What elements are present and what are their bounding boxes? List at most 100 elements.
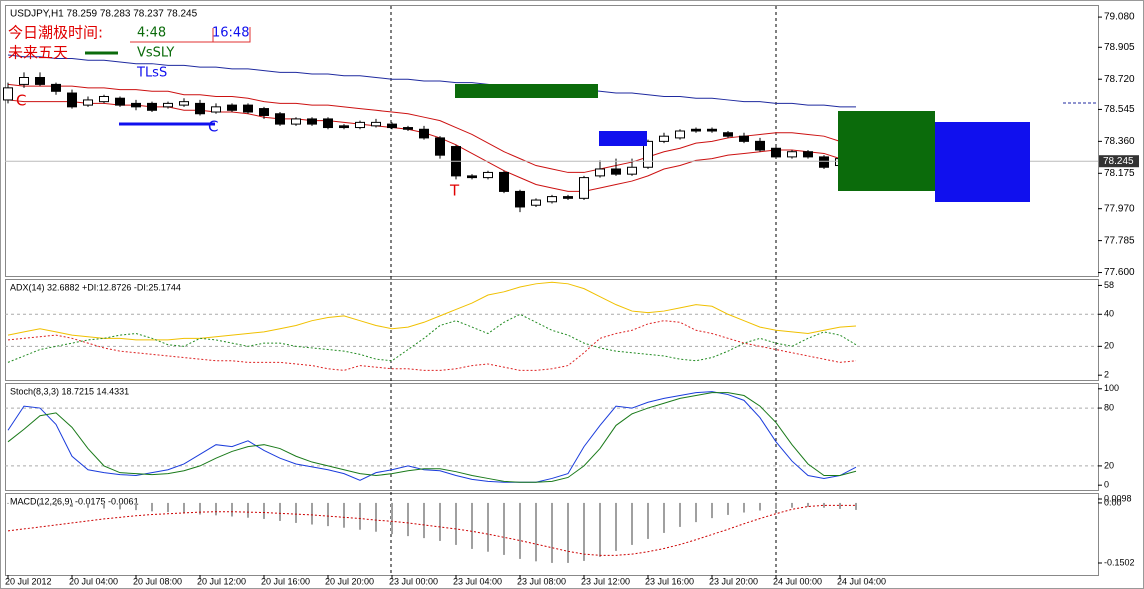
- histogram-bar: [775, 502, 777, 509]
- candle-body: [499, 171, 509, 192]
- indicator-line: [7, 313, 857, 363]
- candle-body: [659, 135, 669, 142]
- histogram-bar: [679, 502, 681, 527]
- x-tick-label: 23 Jul 04:00: [453, 576, 502, 586]
- histogram-bar: [7, 502, 9, 504]
- y-tick-label: 100: [1104, 383, 1119, 393]
- histogram-bar: [791, 502, 793, 508]
- zone-box: [935, 122, 1030, 202]
- histogram-bar: [407, 502, 409, 537]
- histogram-bar: [279, 502, 281, 521]
- signal-line: [7, 504, 857, 556]
- candle-body: [275, 113, 285, 125]
- candle-body: [51, 83, 61, 92]
- y-tick-label: 0.00: [1104, 497, 1122, 507]
- drawing-layer: 今日潮极时间: 4:48 16:48 未来五天 VsSLY TLsS C C T: [8, 24, 1098, 202]
- histogram-bar: [231, 502, 233, 517]
- annotation: 未来五天: [8, 44, 68, 62]
- last-price-box: [1099, 155, 1139, 168]
- histogram-bar: [759, 502, 761, 511]
- histogram-bar: [215, 502, 217, 516]
- candle-body: [739, 135, 749, 142]
- histogram-bar: [855, 502, 857, 510]
- candle-body: [35, 76, 45, 85]
- y-tick-label: 40: [1104, 309, 1114, 319]
- candle-body: [387, 123, 397, 129]
- histogram-bar: [663, 502, 665, 533]
- candle-body: [179, 101, 189, 106]
- candle-body: [643, 140, 653, 168]
- candle-body: [403, 127, 413, 130]
- overlay-line: [7, 54, 856, 108]
- annotation: C: [16, 92, 26, 110]
- histogram-bar: [327, 502, 329, 527]
- y-tick-label: 20: [1104, 460, 1114, 470]
- candle-body: [563, 196, 573, 199]
- annotation: 今日潮极时间:: [8, 24, 103, 42]
- candle-body: [707, 128, 717, 132]
- candle-body: [291, 118, 301, 125]
- x-tick-label: 20 Jul 08:00: [133, 576, 182, 586]
- histogram-bar: [519, 502, 521, 559]
- histogram-bar: [439, 502, 441, 541]
- x-tick-label: 23 Jul 20:00: [709, 576, 758, 586]
- overlay-line: [7, 83, 857, 173]
- x-tick-label: 23 Jul 00:00: [389, 576, 438, 586]
- y-tick-label: 0.0098: [1104, 493, 1132, 503]
- histogram-bar: [375, 502, 377, 532]
- candle-body: [723, 132, 733, 137]
- histogram-bar: [135, 502, 137, 511]
- candle-body: [147, 102, 157, 111]
- candle-body: [371, 121, 381, 127]
- histogram-bar: [247, 502, 249, 518]
- histogram-bar: [183, 502, 185, 514]
- histogram-bar: [695, 502, 697, 523]
- histogram-bar: [647, 502, 649, 539]
- candle-body: [467, 175, 477, 179]
- y-tick-label: 78.545: [1104, 104, 1135, 115]
- candle-body: [611, 168, 621, 175]
- candle-body: [259, 108, 269, 116]
- histogram-bar: [343, 502, 345, 528]
- histogram-bar: [503, 502, 505, 555]
- histogram-bar: [103, 502, 105, 509]
- histogram-bar: [727, 502, 729, 515]
- histogram-bar: [55, 502, 57, 507]
- indicator-line: [7, 281, 857, 341]
- x-tick-label: 23 Jul 08:00: [517, 576, 566, 586]
- candle-body: [595, 168, 605, 177]
- y-tick-label: 80: [1104, 402, 1114, 412]
- x-tick-label: 20 Jul 16:00: [261, 576, 310, 586]
- last-price-label: 78.245: [1103, 156, 1134, 167]
- candle-body: [243, 104, 253, 113]
- y-tick-label: 2: [1104, 370, 1109, 380]
- candle-body: [627, 166, 637, 175]
- histogram-bar: [535, 502, 537, 562]
- histogram-bar: [567, 502, 569, 563]
- stoch-pane: [5, 383, 1099, 491]
- histogram-bar: [119, 502, 121, 510]
- histogram-bar: [743, 502, 745, 513]
- y-tick-label: 79.080: [1104, 12, 1135, 23]
- indicator-line: [7, 392, 857, 483]
- histogram-bar: [391, 502, 393, 535]
- histogram-bar: [711, 502, 713, 519]
- histogram-bar: [615, 502, 617, 551]
- x-tick-label: 23 Jul 16:00: [645, 576, 694, 586]
- candle-body: [355, 121, 365, 129]
- candle-body: [483, 171, 493, 179]
- candle-body: [531, 199, 541, 206]
- y-tick-label: 78.360: [1104, 136, 1135, 147]
- candle-body: [675, 130, 685, 139]
- histogram-bar: [423, 502, 425, 539]
- candle-body: [115, 97, 125, 106]
- histogram-bar: [295, 502, 297, 523]
- histogram-bar: [583, 502, 585, 561]
- adx-pane: [5, 279, 1099, 381]
- zone-box: [455, 84, 598, 98]
- histogram-bar: [23, 502, 25, 505]
- candle-body: [195, 102, 205, 115]
- candle-body: [755, 140, 765, 151]
- candle-body: [83, 99, 93, 106]
